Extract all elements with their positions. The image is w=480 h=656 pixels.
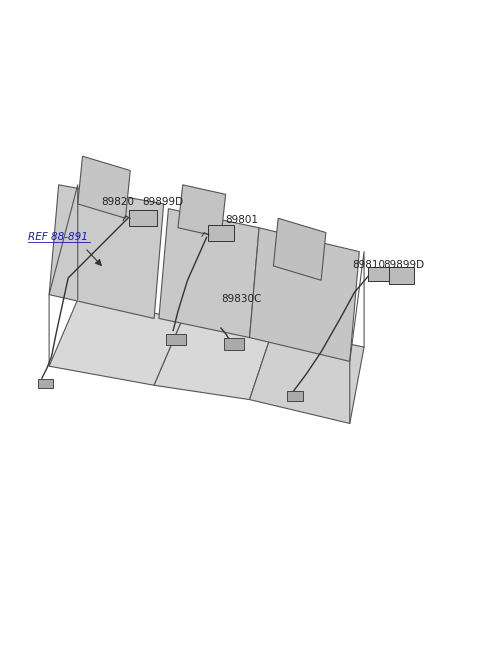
FancyBboxPatch shape — [287, 392, 302, 401]
Text: 89899D: 89899D — [142, 197, 183, 207]
Polygon shape — [78, 156, 130, 218]
Polygon shape — [274, 218, 326, 280]
FancyBboxPatch shape — [38, 379, 53, 388]
FancyBboxPatch shape — [129, 210, 157, 226]
Polygon shape — [49, 185, 164, 318]
Text: 89830C: 89830C — [221, 294, 261, 304]
Text: REF 88-891: REF 88-891 — [28, 232, 87, 241]
Polygon shape — [154, 318, 274, 400]
Text: 89801: 89801 — [226, 215, 259, 225]
Polygon shape — [159, 209, 259, 338]
Polygon shape — [49, 299, 183, 385]
FancyBboxPatch shape — [224, 338, 244, 350]
Polygon shape — [250, 328, 364, 423]
FancyBboxPatch shape — [368, 268, 390, 281]
FancyBboxPatch shape — [166, 334, 186, 345]
Text: 89899D: 89899D — [383, 260, 424, 270]
Text: 89810: 89810 — [352, 260, 385, 270]
Polygon shape — [250, 228, 360, 361]
Polygon shape — [178, 185, 226, 237]
FancyBboxPatch shape — [208, 226, 234, 241]
FancyBboxPatch shape — [389, 268, 414, 283]
Text: 89820: 89820 — [102, 197, 134, 207]
